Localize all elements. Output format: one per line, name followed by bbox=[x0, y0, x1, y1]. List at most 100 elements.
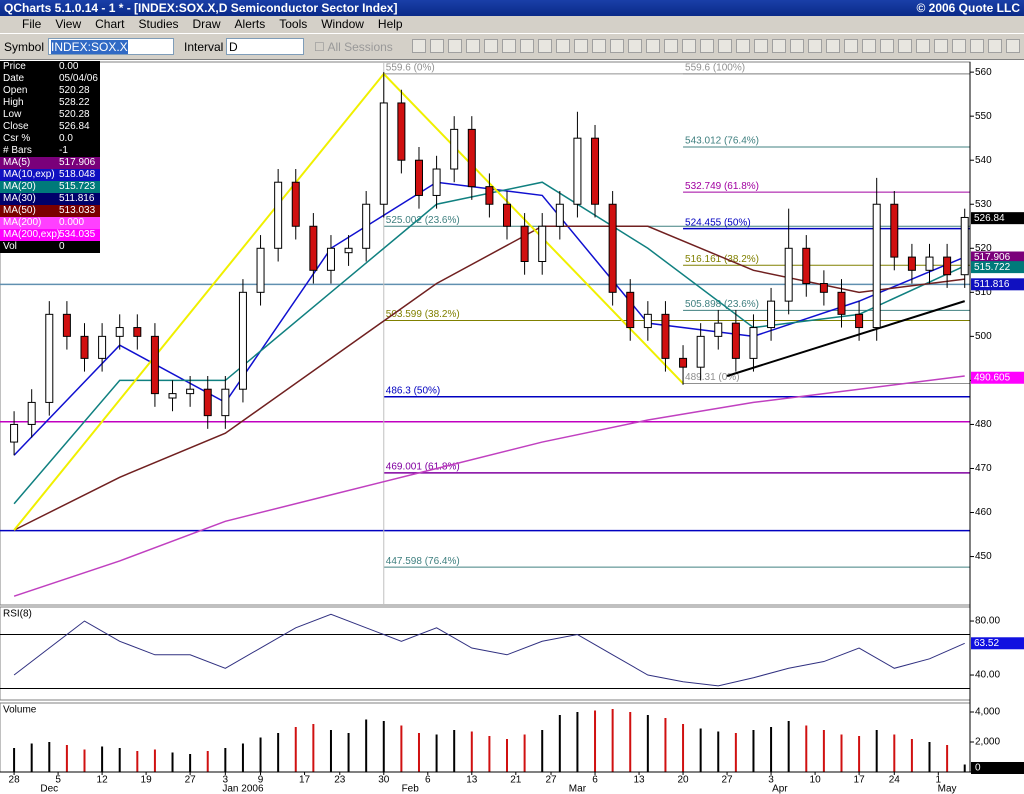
tool-button[interactable] bbox=[628, 39, 642, 53]
tool-button[interactable] bbox=[880, 39, 894, 53]
candle-body bbox=[27, 401, 36, 425]
y-tick-label: 0 bbox=[975, 763, 981, 774]
window-title: QCharts 5.1.0.14 - 1 * - [INDEX:SOX.X,D … bbox=[4, 1, 398, 15]
tool-button[interactable] bbox=[736, 39, 750, 53]
candle-body bbox=[485, 186, 494, 205]
tool-button[interactable] bbox=[430, 39, 444, 53]
tool-button[interactable] bbox=[916, 39, 930, 53]
candle-body bbox=[591, 137, 600, 205]
tool-button[interactable] bbox=[970, 39, 984, 53]
tool-button[interactable] bbox=[988, 39, 1002, 53]
candle-body bbox=[608, 203, 617, 293]
tool-button[interactable] bbox=[412, 39, 426, 53]
month-label: Apr bbox=[772, 784, 788, 794]
trendline bbox=[726, 300, 966, 377]
fib-label: 559.6 (0%) bbox=[386, 63, 435, 74]
candle-body bbox=[379, 102, 388, 205]
candle-body bbox=[802, 247, 811, 285]
fib-label: 516.161 (38.2%) bbox=[685, 254, 759, 265]
info-label: Vol bbox=[3, 241, 17, 252]
tool-button[interactable] bbox=[934, 39, 948, 53]
info-value: 520.28 bbox=[59, 109, 90, 120]
tool-button[interactable] bbox=[826, 39, 840, 53]
tool-button[interactable] bbox=[592, 39, 606, 53]
candle-body bbox=[503, 203, 512, 227]
tool-button[interactable] bbox=[808, 39, 822, 53]
sessions-checkbox[interactable]: ☐ All Sessions bbox=[314, 40, 393, 54]
menu-item[interactable]: Chart bbox=[95, 17, 125, 31]
tool-button[interactable] bbox=[898, 39, 912, 53]
tool-button[interactable] bbox=[700, 39, 714, 53]
tool-button[interactable] bbox=[754, 39, 768, 53]
volume-title: Volume bbox=[3, 705, 37, 716]
tool-button[interactable] bbox=[502, 39, 516, 53]
fib-label: 486.3 (50%) bbox=[386, 385, 440, 396]
menu-item[interactable]: Alerts bbox=[234, 17, 266, 31]
x-tick-label: 27 bbox=[721, 775, 733, 786]
info-value: 520.28 bbox=[59, 85, 90, 96]
candle-body bbox=[432, 168, 441, 196]
x-tick-label: 19 bbox=[141, 775, 153, 786]
toolbar: Symbol INDEX:SOX.X Interval D ☐ All Sess… bbox=[0, 33, 1024, 60]
info-label: MA(200) bbox=[3, 217, 42, 228]
symbol-input[interactable]: INDEX:SOX.X bbox=[48, 38, 174, 55]
price-label-box bbox=[971, 251, 1024, 264]
x-tick-label: 1 bbox=[936, 775, 942, 786]
price-label-box bbox=[971, 261, 1024, 274]
tool-button[interactable] bbox=[682, 39, 696, 53]
tool-button[interactable] bbox=[484, 39, 498, 53]
info-value: 513.033 bbox=[59, 205, 96, 216]
x-tick-label: 21 bbox=[510, 775, 522, 786]
tool-button[interactable] bbox=[520, 39, 534, 53]
tool-button[interactable] bbox=[466, 39, 480, 53]
menu-item[interactable]: File bbox=[22, 17, 42, 31]
info-value: 0 bbox=[59, 241, 65, 252]
menu-item[interactable]: Window bbox=[321, 17, 364, 31]
info-value: 0.00 bbox=[59, 61, 79, 72]
x-tick-label: 30 bbox=[378, 775, 390, 786]
x-tick-label: 5 bbox=[55, 775, 61, 786]
fib-label: 524.455 (50%) bbox=[685, 217, 751, 228]
candle-body bbox=[256, 247, 265, 293]
candle-body bbox=[907, 256, 916, 271]
tool-button[interactable] bbox=[952, 39, 966, 53]
x-tick-label: 23 bbox=[334, 775, 346, 786]
y-tick-label: 530 bbox=[975, 199, 992, 210]
tool-button[interactable] bbox=[646, 39, 660, 53]
info-row: MA(20) 515.723 bbox=[0, 181, 100, 193]
tool-button[interactable] bbox=[574, 39, 588, 53]
tool-button[interactable] bbox=[772, 39, 786, 53]
y-tick-label: 500 bbox=[975, 331, 992, 342]
menu-item[interactable]: Draw bbox=[192, 17, 221, 31]
tool-button[interactable] bbox=[844, 39, 858, 53]
menu-item[interactable]: View bbox=[55, 17, 82, 31]
candle-body bbox=[679, 357, 688, 368]
tool-button[interactable] bbox=[664, 39, 678, 53]
candle-body bbox=[696, 335, 705, 368]
candle-body bbox=[643, 313, 652, 329]
tool-button[interactable] bbox=[862, 39, 876, 53]
tool-button[interactable] bbox=[556, 39, 570, 53]
menu-item[interactable]: Studies bbox=[138, 17, 179, 31]
candle-body bbox=[573, 137, 582, 205]
info-value: -1 bbox=[59, 145, 68, 156]
info-label: Low bbox=[3, 109, 22, 120]
info-value: 0.000 bbox=[59, 217, 85, 228]
tool-button[interactable] bbox=[448, 39, 462, 53]
tool-button[interactable] bbox=[538, 39, 552, 53]
info-row: MA(50) 513.033 bbox=[0, 205, 100, 217]
x-tick-label: 9 bbox=[258, 775, 264, 786]
info-row: Price 0.00 bbox=[0, 61, 100, 73]
tool-button[interactable] bbox=[1006, 39, 1020, 53]
info-row: # Bars -1 bbox=[0, 145, 100, 157]
tool-button[interactable] bbox=[790, 39, 804, 53]
menu-item[interactable]: Help bbox=[377, 17, 403, 31]
month-label: May bbox=[938, 784, 957, 794]
menu-item[interactable]: Tools bbox=[279, 17, 308, 31]
x-tick-label: 27 bbox=[185, 775, 197, 786]
info-value: 534.035 bbox=[59, 229, 96, 240]
interval-select[interactable]: D bbox=[226, 38, 304, 55]
tool-button[interactable] bbox=[718, 39, 732, 53]
candle-body bbox=[133, 327, 142, 337]
tool-button[interactable] bbox=[610, 39, 624, 53]
